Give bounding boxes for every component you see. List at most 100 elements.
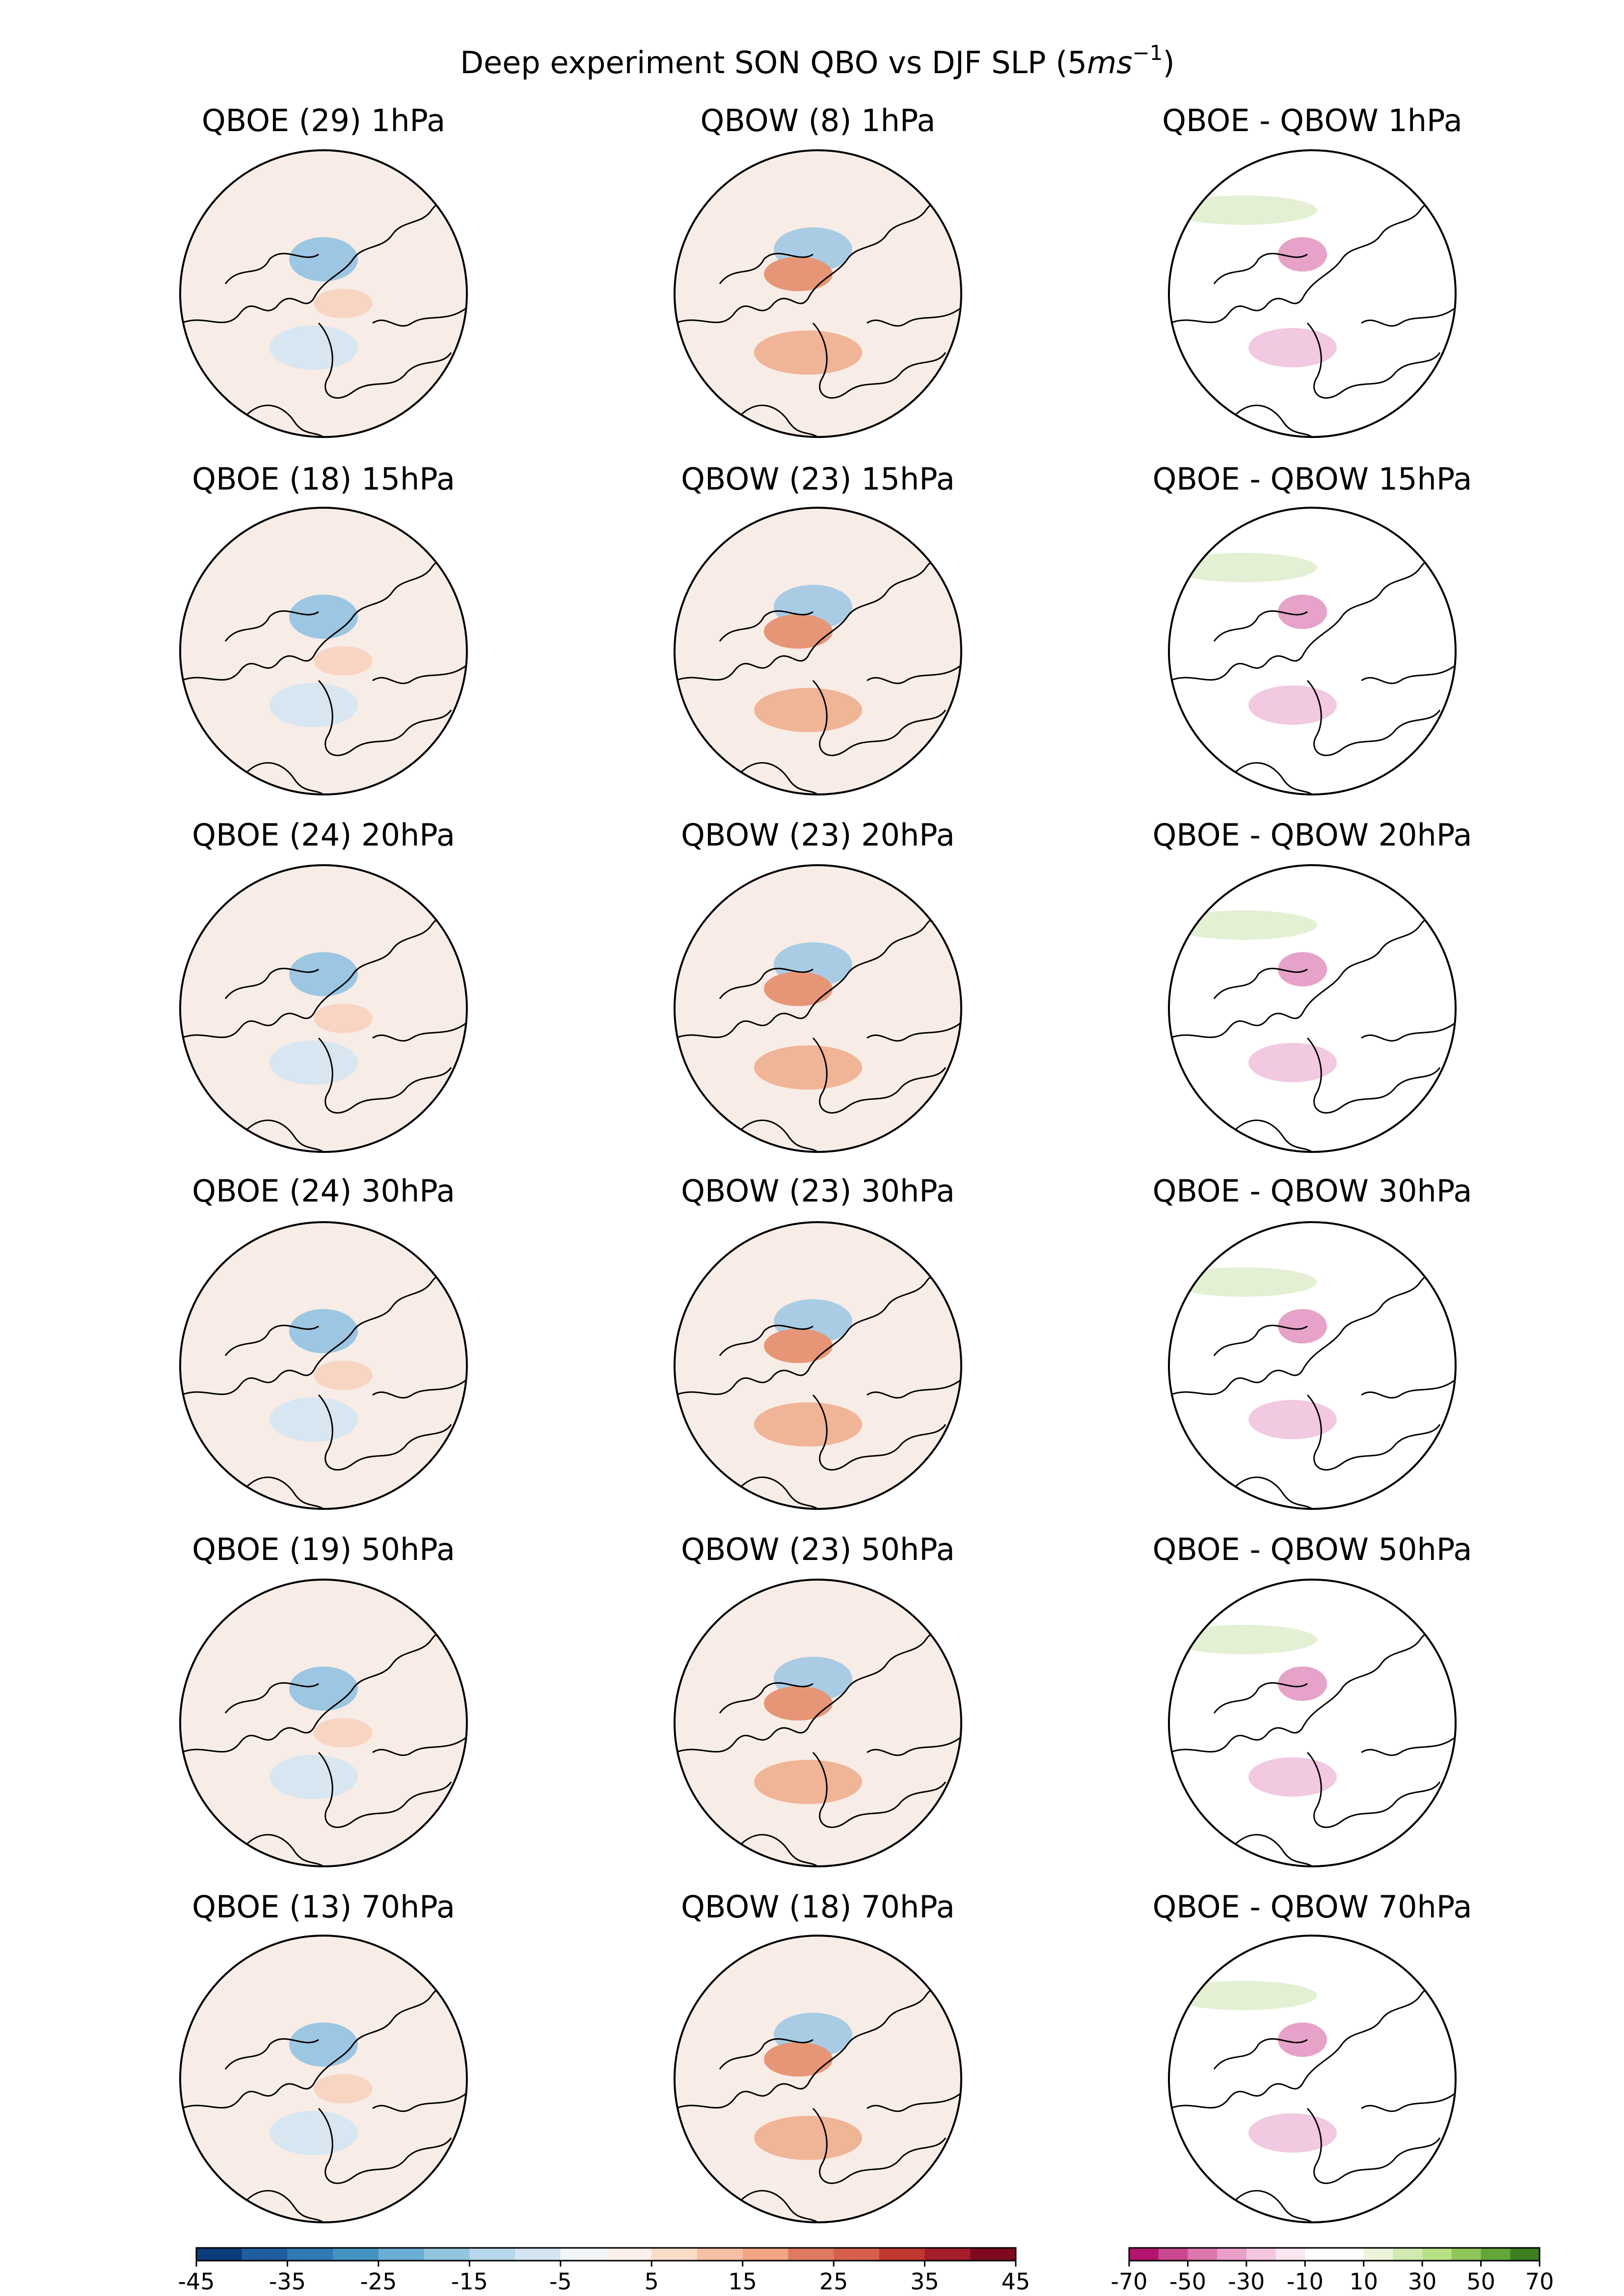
colorbar-segment: [697, 2248, 743, 2261]
coastline: [1169, 1629, 1455, 1866]
anomaly-shading: [764, 972, 833, 1006]
map-boundary: [179, 1935, 468, 2223]
map-background: [675, 150, 961, 437]
anomaly-shading: [764, 257, 833, 291]
colorbar-segment: [1334, 2248, 1364, 2261]
map-panel: [180, 150, 467, 437]
colorbar-tick-label: 30: [1408, 2269, 1437, 2295]
map-background: [1169, 1580, 1456, 1866]
panel-title: QBOE - QBOW 50hPa: [1153, 1531, 1472, 1567]
colorbar-tick-label: -45: [178, 2269, 215, 2295]
map-panel: [1169, 1222, 1456, 1509]
colorbar-tick-label: -50: [1169, 2269, 1206, 2295]
panel-title: QBOE - QBOW 1hPa: [1162, 103, 1462, 138]
panel-title: QBOW (23) 20hPa: [681, 817, 955, 853]
colorbar-segment: [1481, 2248, 1511, 2261]
colorbar-segment: [424, 2248, 470, 2261]
anomaly-shading: [1170, 910, 1317, 940]
colorbar-tick-label: 10: [1349, 2269, 1378, 2295]
map-panel: [675, 1936, 961, 2222]
map-background: [675, 1222, 961, 1509]
map-panel: [675, 150, 961, 437]
colorbar-tick-label: 70: [1525, 2269, 1554, 2295]
map-background: [1169, 1936, 1456, 2222]
colorbar-segment: [469, 2248, 515, 2261]
anomaly-shading: [289, 237, 358, 281]
colorbar-segment: [788, 2248, 834, 2261]
map-boundary: [1168, 149, 1457, 438]
anomaly-shading: [1278, 237, 1327, 272]
colorbar-tick-label: 15: [728, 2269, 757, 2295]
colorbar-segment: [1451, 2248, 1482, 2261]
anomaly-shading: [1278, 1309, 1327, 1343]
map-panel: [1169, 1936, 1456, 2222]
panel-title: QBOE (24) 20hPa: [192, 817, 455, 853]
anomaly-shading: [754, 2116, 862, 2160]
colorbar-segment: [1217, 2248, 1247, 2261]
anomaly-shading: [1248, 1757, 1337, 1797]
title-close: ): [1163, 45, 1175, 81]
anomaly-shading: [764, 1329, 833, 1363]
title-exponent: −1: [1133, 41, 1163, 65]
coastline: [675, 199, 961, 437]
colorbar-segment: [515, 2248, 561, 2261]
anomaly-shading: [764, 2042, 833, 2077]
anomaly-shading: [289, 1309, 358, 1353]
panel-title: QBOW (8) 1hPa: [701, 103, 936, 138]
anomaly-shading: [270, 683, 358, 727]
map-panel: [180, 1580, 467, 1866]
map-background: [675, 1936, 961, 2222]
panel-title: QBOE - QBOW 20hPa: [1153, 817, 1472, 853]
coastline: [181, 1271, 466, 1509]
map-boundary: [179, 507, 468, 795]
map-boundary: [179, 149, 468, 438]
coastline: [1169, 1271, 1455, 1509]
map-boundary: [179, 864, 468, 1153]
map-boundary: [674, 1221, 962, 1510]
map-background: [1169, 150, 1456, 437]
map-panel: [675, 1580, 961, 1866]
anomaly-shading: [754, 1045, 862, 1090]
colorbar-segment: [1393, 2248, 1423, 2261]
anomaly-shading: [314, 646, 373, 676]
anomaly-shading: [1248, 1400, 1337, 1439]
map-panel: [1169, 150, 1456, 437]
colorbar-segment: [287, 2248, 333, 2261]
colorbar-outline: [195, 2247, 1017, 2262]
map-panel: [1169, 508, 1456, 794]
coastline: [675, 1271, 961, 1509]
panel-title: QBOW (23) 30hPa: [681, 1173, 955, 1209]
colorbar-segment: [1275, 2248, 1305, 2261]
colorbar-tick-label: -10: [1287, 2269, 1324, 2295]
title-text: Deep experiment SON QBO vs DJF SLP (5: [460, 45, 1087, 81]
coastline: [181, 557, 466, 794]
anomaly-shading: [270, 1755, 358, 1799]
panel-title: QBOE - QBOW 15hPa: [1153, 461, 1472, 497]
panel-title: QBOE (13) 70hPa: [192, 1889, 455, 1925]
map-panel: [1169, 1580, 1456, 1866]
anomaly-shading: [754, 688, 862, 732]
anomaly-shading: [764, 614, 833, 649]
colorbar-segment: [879, 2248, 925, 2261]
colorbar-tick-label: -25: [360, 2269, 397, 2295]
map-boundary: [179, 1221, 468, 1510]
colorbar-tick-label: -30: [1228, 2269, 1265, 2295]
colorbar-tick-label: -15: [451, 2269, 488, 2295]
anomaly-shading: [1278, 595, 1327, 629]
map-boundary: [1168, 1221, 1457, 1510]
anomaly-shading: [314, 289, 373, 318]
map-background: [1169, 1222, 1456, 1509]
map-panel: [180, 1936, 467, 2222]
coastline: [181, 199, 466, 437]
map-boundary: [674, 1935, 962, 2223]
anomaly-shading: [314, 1718, 373, 1748]
anomaly-shading: [1170, 1267, 1317, 1297]
colorbar-segment: [606, 2248, 652, 2261]
anomaly-shading: [270, 326, 358, 370]
coastline: [181, 1629, 466, 1866]
map-boundary: [674, 864, 962, 1153]
colorbar-segment: [1363, 2248, 1393, 2261]
colorbar-segment: [378, 2248, 425, 2261]
map-panel: [675, 865, 961, 1152]
